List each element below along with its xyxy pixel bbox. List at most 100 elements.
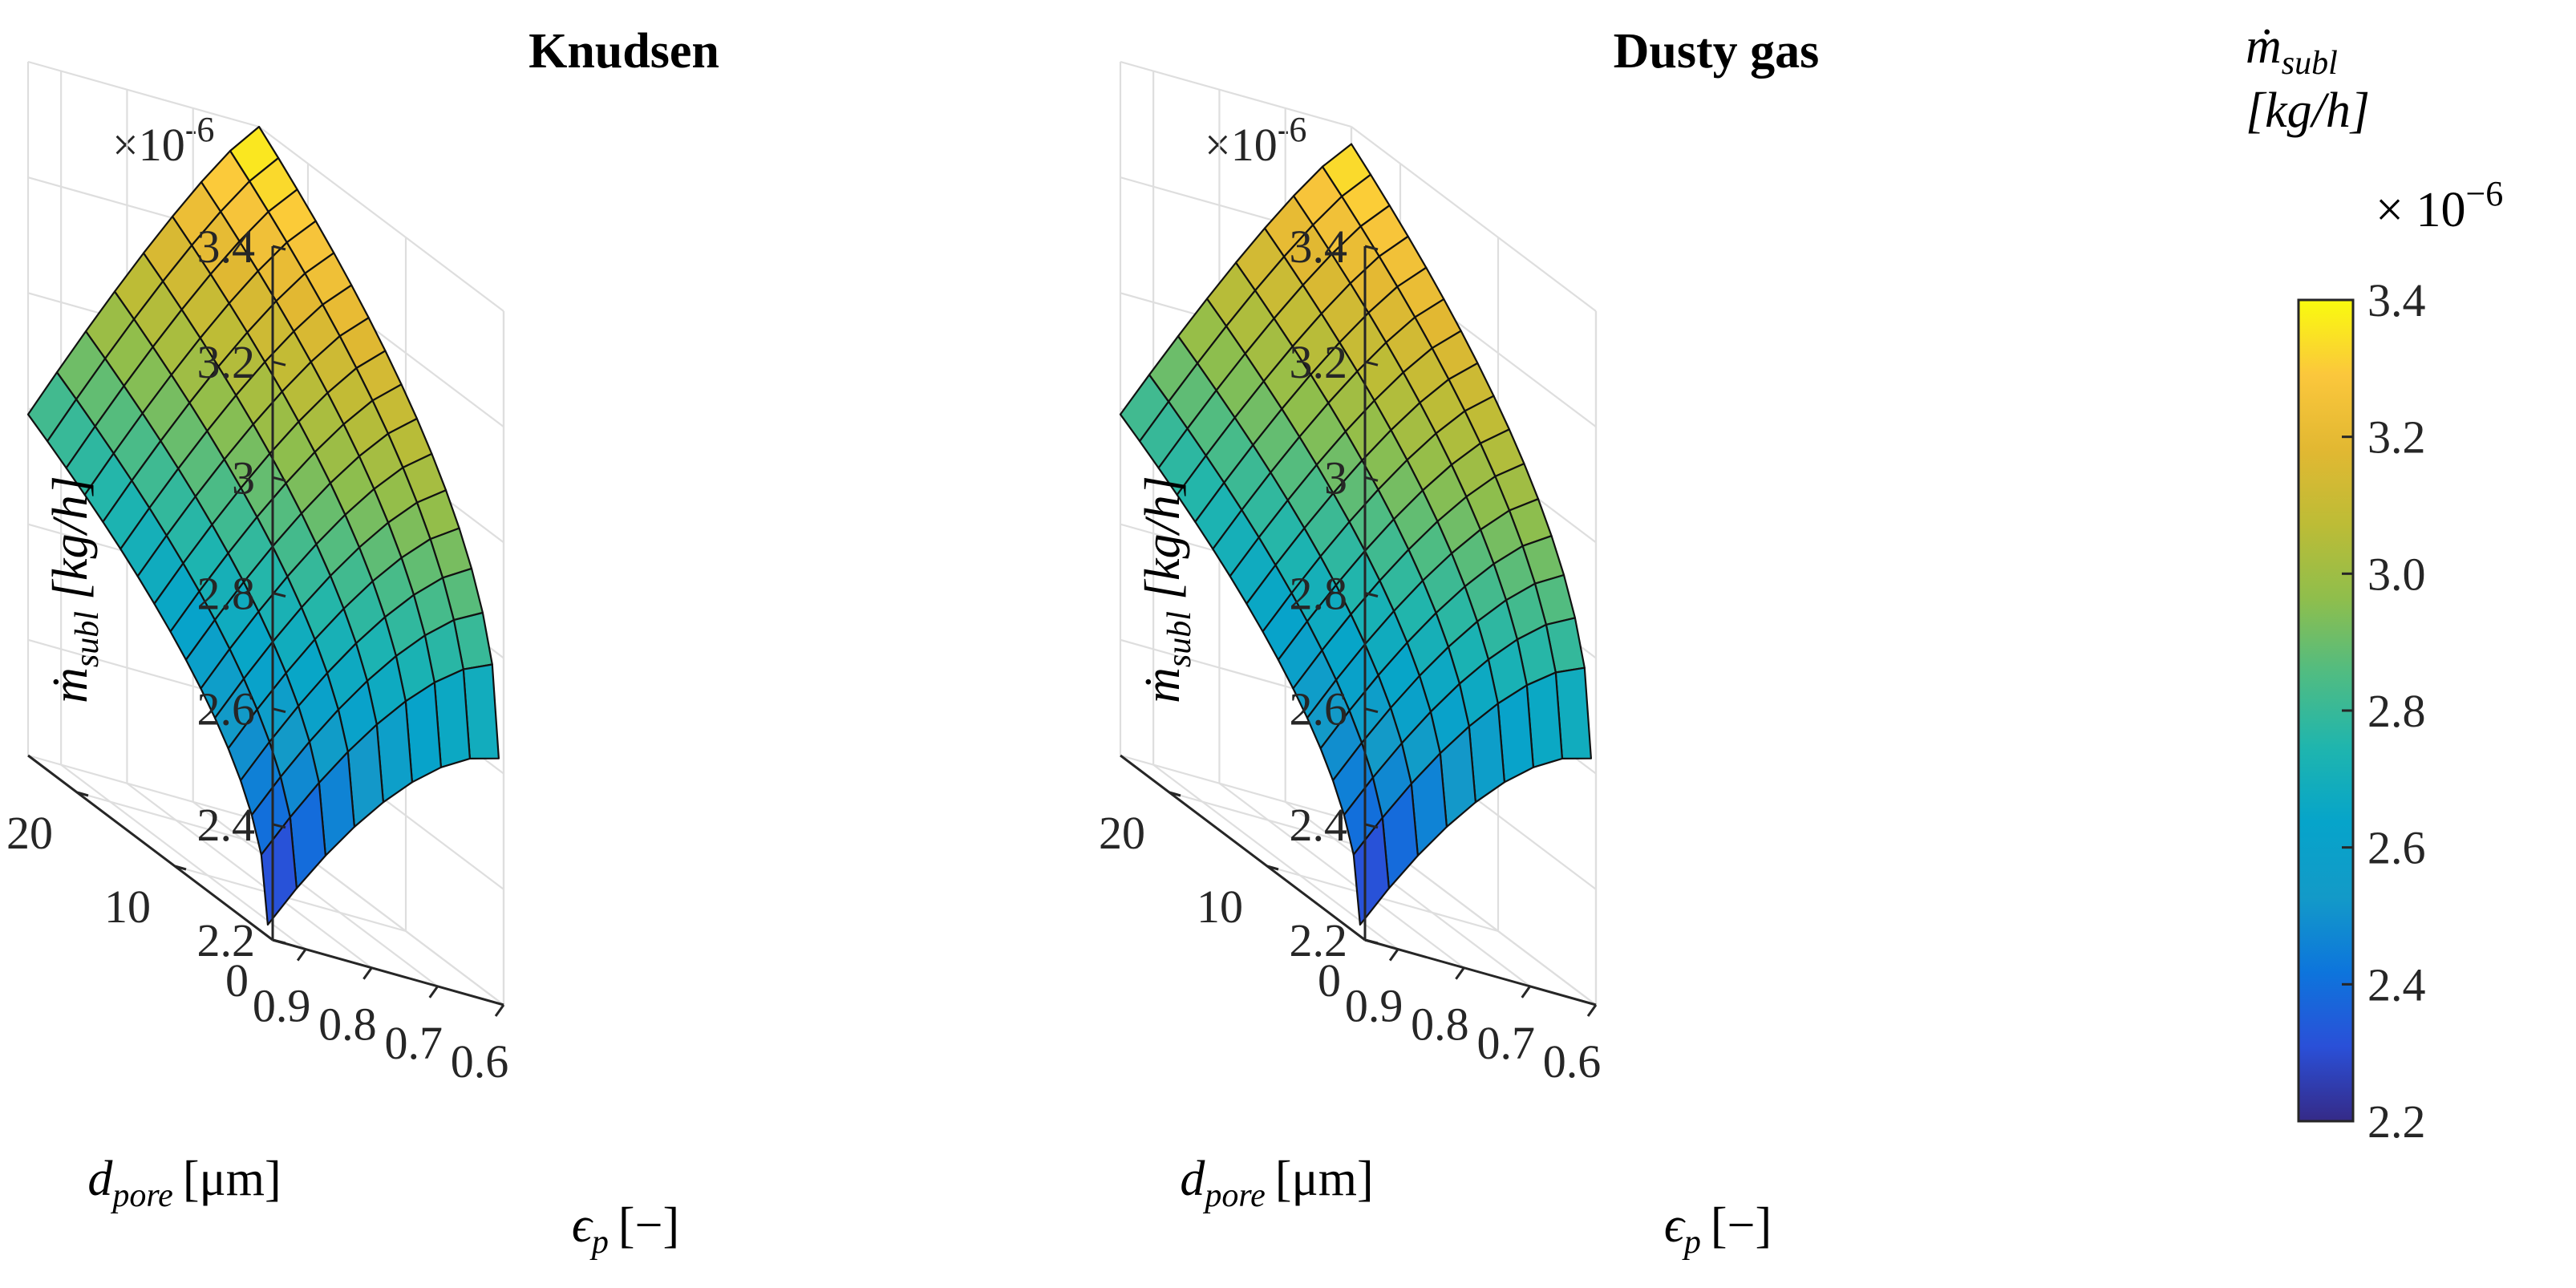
z-tick-mark	[1364, 592, 1379, 597]
grid-line	[192, 800, 439, 987]
grid-line	[27, 754, 260, 822]
colorbar-ticks: 2.2 2.4 2.6 2.8 3.0 3.2 3.4	[2342, 274, 2426, 1148]
x-tick-label: 0.9	[253, 980, 311, 1032]
z-axis-label: ṁsubl[kg/h]	[43, 476, 106, 703]
y-tick-label: 10	[1197, 881, 1243, 933]
z-tick-mark	[272, 707, 286, 714]
exponent-label: ×10-6	[112, 110, 214, 171]
grid-line	[258, 126, 504, 312]
x-axis-line	[1364, 938, 1597, 1007]
colorbar-tick-label: 2.6	[2367, 822, 2426, 874]
x-axis-line	[272, 938, 504, 1007]
grid-line	[1285, 800, 1531, 987]
z-tick-label: 2.8	[1290, 568, 1348, 620]
x-tick-label: 0.7	[384, 1017, 443, 1069]
grid-line	[126, 782, 373, 969]
x-axis-label: ϵp [−]	[1664, 1198, 1772, 1261]
z-tick-mark	[1364, 360, 1379, 367]
z-tick-mark	[1364, 245, 1379, 251]
colorbar-tick-label: 3.0	[2367, 548, 2426, 600]
x-tick-label: 0.8	[1411, 998, 1469, 1051]
x-tick-label: 0.6	[451, 1035, 509, 1088]
y-axis-ticks: 0 10 20	[1099, 791, 1377, 1007]
x-tick-mark	[494, 1004, 505, 1017]
z-tick-mark	[272, 823, 286, 829]
panel-dusty-gas: Dusty gas ×10-6 2.22.42.62.833.23.4 0.60…	[1099, 24, 1819, 1261]
x-tick-label: 0.8	[318, 998, 377, 1051]
x-axis-ticks: 0.60.70.80.9	[1345, 948, 1602, 1088]
panel-title: Dusty gas	[1614, 24, 1820, 79]
grid-line	[1120, 754, 1352, 822]
x-tick-label: 0.9	[1345, 980, 1403, 1032]
grid-line	[1218, 782, 1465, 969]
x-axis-ticks: 0.60.70.80.9	[253, 948, 509, 1088]
x-axis-label: ϵp [−]	[572, 1198, 679, 1261]
z-tick-label: 3.4	[197, 221, 256, 273]
x-tick-label: 0.6	[1543, 1035, 1602, 1088]
grid-line	[60, 763, 306, 950]
y-tick-label: 0	[225, 954, 249, 1007]
y-axis-line	[27, 754, 273, 942]
z-axis-ticks: 2.2 2.4 2.6 2.8 3 3.2 3.4	[197, 221, 286, 966]
grid-line	[1351, 126, 1597, 312]
z-tick-label: 3	[232, 452, 255, 504]
colorbar-exponent: × 10−6	[2376, 174, 2503, 237]
z-tick-mark	[272, 476, 286, 482]
x-tick-mark	[363, 966, 373, 980]
z-tick-mark	[1364, 707, 1379, 714]
y-tick-label: 20	[6, 807, 53, 859]
z-tick-label: 2.2	[1290, 914, 1348, 966]
z-tick-label: 2.6	[197, 683, 256, 735]
y-tick-label: 10	[104, 881, 151, 933]
exponent-label: ×10-6	[1205, 110, 1306, 171]
surface-patch	[260, 816, 298, 926]
grid-line	[27, 60, 260, 128]
y-tick-mark	[272, 938, 285, 945]
colorbar-tick-label: 3.4	[2367, 274, 2426, 326]
colorbar-tick-label: 2.2	[2367, 1096, 2426, 1148]
y-tick-mark	[1169, 791, 1181, 797]
x-tick-mark	[296, 948, 307, 962]
x-tick-mark	[428, 985, 439, 998]
surface-mesh	[26, 125, 500, 926]
z-axis-ticks: 2.2 2.4 2.6 2.8 3 3.2 3.4	[1290, 221, 1379, 966]
grid-line	[1120, 60, 1352, 128]
y-tick-label: 20	[1099, 807, 1145, 859]
colorbar-tick-label: 3.2	[2367, 411, 2426, 464]
z-tick-mark	[272, 592, 286, 597]
colorbar-title-unit: [kg/h]	[2246, 83, 2370, 138]
z-tick-label: 2.2	[197, 914, 256, 966]
z-tick-label: 2.4	[197, 799, 256, 851]
colorbar-tick-label: 2.8	[2367, 685, 2426, 737]
z-tick-mark	[1364, 476, 1379, 482]
surface-patch	[1352, 816, 1391, 926]
z-tick-mark	[272, 360, 286, 367]
grid-line	[1152, 763, 1399, 950]
z-tick-label: 3.2	[197, 336, 256, 388]
y-axis-line	[1120, 754, 1366, 942]
x-tick-mark	[1521, 985, 1531, 998]
z-tick-mark	[272, 245, 286, 251]
y-tick-mark	[174, 865, 187, 871]
y-axis-ticks: 0 10 20	[6, 791, 285, 1007]
colorbar: ṁsubl [kg/h] × 10−6 2.2 2.4 2.6 2.8 3.0 3.2 3.…	[2246, 19, 2503, 1148]
y-tick-mark	[1364, 938, 1377, 945]
z-tick-label: 3.4	[1290, 221, 1348, 273]
x-tick-mark	[1388, 948, 1399, 962]
y-axis-label: dpore [μm]	[1180, 1152, 1373, 1214]
panel-title: Knudsen	[529, 24, 719, 79]
x-tick-mark	[1586, 1004, 1598, 1017]
z-tick-label: 2.8	[197, 568, 256, 620]
z-axis-label: ṁsubl[kg/h]	[1136, 476, 1198, 703]
x-tick-mark	[1455, 966, 1465, 980]
grid-line	[1266, 865, 1499, 933]
x-tick-label: 0.7	[1476, 1017, 1535, 1069]
surface-mesh	[1119, 143, 1593, 926]
y-tick-mark	[1266, 865, 1279, 871]
panel-knudsen: Knudsen ×10-6 2.2 2.4 2.6 2.8 3 3.2 3.4 0.60.7…	[6, 24, 719, 1261]
y-axis-label: dpore [μm]	[87, 1152, 281, 1214]
y-tick-mark	[76, 791, 89, 797]
colorbar-tick-label: 2.4	[2367, 958, 2426, 1011]
z-tick-label: 3.2	[1290, 336, 1348, 388]
